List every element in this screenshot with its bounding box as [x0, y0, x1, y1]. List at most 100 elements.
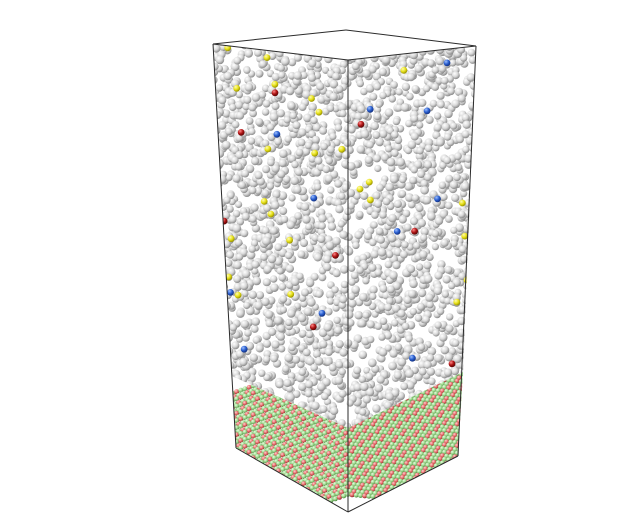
crystal-atom-green [437, 427, 443, 433]
solvent-atom [213, 275, 222, 285]
solvent-atom [387, 233, 397, 243]
solvent-atom [359, 292, 368, 302]
crystal-atom-green [282, 514, 287, 519]
crystal-atom-green [236, 523, 241, 526]
solvent-atom [315, 290, 324, 298]
crystal-atom-green [435, 474, 441, 480]
crystal-atom-green [450, 471, 456, 477]
solvent-atom [277, 324, 286, 333]
crystal-atom-green [246, 500, 252, 506]
crystal-atom-red [257, 515, 262, 520]
crystal-atom-green [259, 430, 265, 436]
solvent-atom [434, 271, 443, 280]
solvent-atom [401, 82, 411, 92]
solvent-atom [266, 182, 275, 190]
crystal-atom-red [408, 490, 414, 495]
crystal-atom-green [460, 440, 463, 446]
solvent-atom [348, 278, 356, 286]
crystal-atom-red [245, 520, 250, 525]
crystal-atom-green [242, 480, 248, 485]
solvent-atom [462, 381, 472, 391]
solvent-atom [338, 390, 347, 398]
crystal-atom-green [353, 492, 359, 498]
crystal-atom-red [276, 489, 282, 495]
crystal-atom-red [465, 434, 470, 439]
solvent-atom [245, 117, 254, 125]
crystal-atom-green [250, 469, 256, 475]
solvent-atom [223, 357, 231, 365]
solvent-atom [389, 349, 398, 358]
crystal-atom-red [454, 465, 460, 470]
solvent-atom [405, 369, 414, 378]
solvent-atom [389, 174, 399, 184]
solvent-atom [457, 94, 466, 103]
solvent-atom [322, 255, 332, 264]
solvent-atom [261, 297, 270, 307]
solvent-atom [372, 154, 381, 163]
solvent-atom [213, 269, 219, 277]
crystal-atom-red [465, 499, 470, 504]
crystal-atom-red [309, 492, 315, 498]
solvent-atom [293, 71, 302, 80]
solvent-atom [469, 263, 476, 272]
crystal-atom-red [463, 372, 468, 377]
solvent-atom [345, 52, 353, 60]
crystal-atom-red [232, 502, 237, 508]
solvent-atom [470, 262, 476, 272]
solvent-atom [458, 306, 467, 315]
solvent-atom [274, 138, 282, 146]
solvent-atom [312, 123, 321, 132]
solvent-atom [250, 156, 260, 166]
solvent-atom [394, 343, 403, 351]
crystal-atom-green [246, 485, 252, 491]
crystal-atom-green [458, 436, 463, 442]
solvent-atom [249, 215, 257, 223]
solvent-atom [213, 229, 217, 239]
crystal-atom-green [226, 392, 231, 397]
solvent-atom [466, 355, 476, 365]
crystal-atom-green [240, 499, 246, 505]
crystal-atom-red [261, 477, 267, 483]
crystal-atom-green [439, 467, 445, 473]
solvent-atom [468, 331, 476, 339]
solvent-atom [310, 44, 319, 51]
solvent-atom [374, 199, 383, 208]
crystal-atom-red [465, 455, 470, 460]
crystal-atom-green [261, 484, 267, 490]
solvent-atom [417, 170, 425, 179]
solvent-atom [224, 381, 232, 389]
solvent-atom [307, 73, 316, 82]
solvent-atom [361, 44, 369, 53]
crystal-atom-green [460, 476, 463, 482]
solvent-atom [467, 267, 475, 275]
solvent-atom [472, 258, 476, 267]
solvent-atom [420, 186, 429, 195]
solvent-atom [251, 224, 261, 233]
solvent-atom [448, 347, 457, 356]
crystal-atom-green [352, 352, 357, 357]
solvent-atom [472, 302, 476, 311]
solvent-atom [348, 264, 356, 272]
crystal-atom-green [292, 440, 298, 446]
solvent-atom [231, 156, 239, 165]
crystal-atom-green [248, 489, 254, 495]
solvent-atom [213, 373, 218, 382]
crystal-atom-red [284, 501, 290, 507]
solvent-atom [278, 282, 287, 291]
solvent-atom [404, 345, 413, 355]
crystal-atom-green [448, 482, 454, 488]
solvent-atom [213, 350, 221, 358]
solvent-atom [298, 382, 307, 391]
crystal-atom-green [236, 457, 242, 463]
crystal-atom-red [469, 420, 474, 425]
crystal-atom-red [250, 498, 256, 504]
solvent-atom [240, 281, 249, 291]
solvent-atom [443, 133, 452, 141]
solvent-atom [393, 142, 403, 151]
solvent-atom [305, 278, 315, 288]
crystal-atom-green [469, 434, 474, 439]
solvent-atom [293, 185, 302, 194]
crystal-atom-green [460, 418, 463, 424]
solvent-atom [276, 109, 285, 118]
solvent-atom [374, 322, 382, 330]
